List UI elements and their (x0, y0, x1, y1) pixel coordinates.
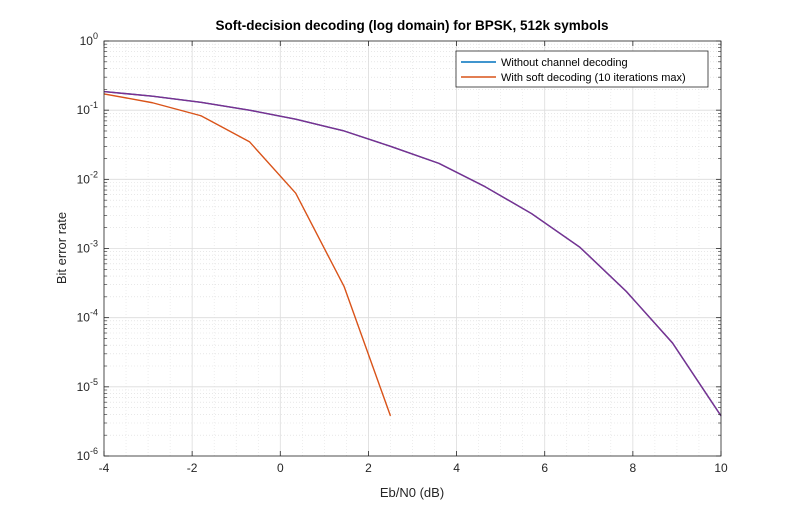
chart-title: Soft-decision decoding (log domain) for … (215, 18, 608, 33)
x-tick-label: 0 (277, 461, 284, 475)
legend-box (455, 50, 709, 88)
y-tick-label: 10-5 (77, 377, 98, 394)
x-axis: -4 -2 0 2 4 6 8 10 (99, 41, 728, 475)
series-line-2 (103, 90, 722, 417)
y-tick-label: 10-2 (77, 169, 98, 186)
legend-label: Without channel decoding (501, 57, 628, 69)
y-axis: 100 10-1 10-2 10-3 10-4 10-5 10-6 (77, 31, 721, 463)
x-axis-title: Eb/N0 (dB) (380, 485, 444, 500)
series-line-1 (103, 93, 392, 417)
legend-label: With soft decoding (10 iterations max) (501, 72, 686, 84)
y-axis-title: Bit error rate (54, 212, 69, 284)
y-tick-label: 100 (80, 31, 98, 48)
x-tick-label: -2 (187, 461, 198, 475)
x-tick-label: 6 (541, 461, 548, 475)
y-tick-label: 10-1 (77, 100, 98, 117)
y-tick-label: 10-3 (77, 239, 98, 256)
x-tick-label: 8 (630, 461, 637, 475)
x-tick-label: 4 (453, 461, 460, 475)
series-layer (103, 90, 722, 417)
x-tick-label: 10 (714, 461, 728, 475)
legend: Without channel decoding With soft decodi… (455, 50, 709, 88)
x-tick-label: -4 (99, 461, 110, 475)
y-tick-label: 10-6 (77, 446, 98, 463)
y-tick-label: 10-4 (77, 308, 98, 325)
x-tick-label: 2 (365, 461, 372, 475)
